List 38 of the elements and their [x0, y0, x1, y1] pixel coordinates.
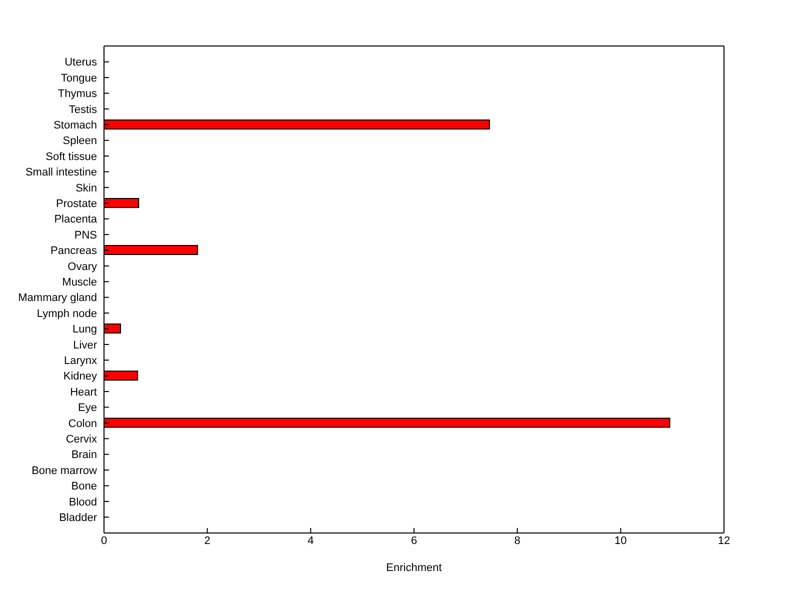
y-tick-label: Bladder	[59, 512, 98, 524]
y-tick-label: Eye	[78, 402, 97, 414]
x-tick-label: 2	[204, 534, 210, 547]
y-tick-label: Brain	[71, 449, 97, 462]
x-tick-label: 4	[308, 534, 314, 547]
y-tick-label: Tongue	[60, 72, 97, 84]
y-tick-label: Testis	[68, 104, 98, 116]
x-tick-label: 10	[614, 534, 627, 547]
y-tick-label: Skin	[76, 182, 97, 194]
y-tick-label: Kidney	[63, 370, 98, 383]
y-tick-label: Heart	[70, 386, 97, 398]
y-tick-label: Lung	[72, 324, 97, 336]
y-tick-label: Uterus	[64, 56, 98, 69]
y-tick-label: Ovary	[68, 260, 98, 273]
y-tick-label: Pancreas	[50, 245, 98, 258]
y-tick-label: Soft tissue	[46, 150, 97, 163]
x-tick-label: 12	[718, 534, 730, 547]
x-tick-label: 8	[514, 534, 520, 547]
y-tick-label: Thymus	[58, 88, 98, 100]
y-tick-label: Larynx	[64, 355, 98, 367]
y-tick-label: Bone	[71, 480, 97, 493]
y-tick-label: Muscle	[62, 276, 97, 288]
y-tick-label: Lymph node	[36, 308, 97, 320]
y-tick-label: Spleen	[62, 135, 97, 148]
y-tick-label: Blood	[68, 496, 97, 508]
y-tick-label: Mammary gland	[18, 292, 97, 304]
y-tick-label: Bone marrow	[32, 464, 98, 477]
x-tick-label: 0	[100, 534, 108, 547]
y-tick-label: Placenta	[54, 214, 98, 226]
x-tick-label: 6	[410, 534, 418, 547]
y-tick-label: Prostate	[56, 198, 97, 210]
y-tick-label: Liver	[73, 339, 98, 352]
y-tick-label: Small intestine	[25, 166, 97, 179]
y-tick-label: Colon	[68, 418, 97, 430]
y-tick-label: Stomach	[54, 120, 97, 132]
y-tick-label: Cervix	[66, 434, 98, 446]
y-tick-label: PNS	[74, 229, 97, 242]
x-axis-title: Enrichment	[386, 562, 442, 574]
